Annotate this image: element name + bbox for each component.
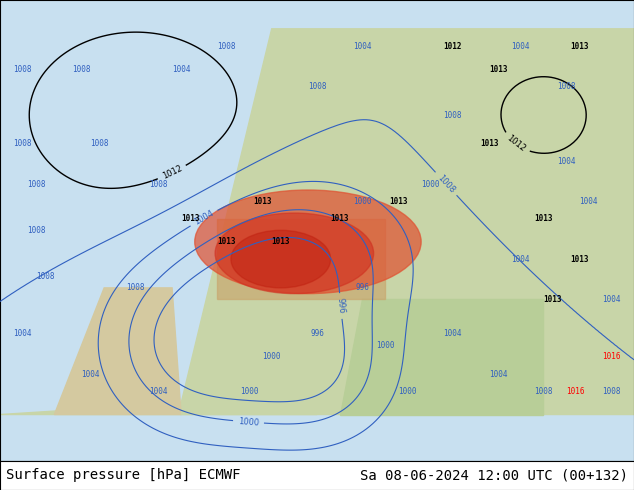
Text: 1008: 1008 <box>557 82 575 91</box>
Text: 996: 996 <box>310 329 324 339</box>
Ellipse shape <box>215 213 373 294</box>
Text: 1000: 1000 <box>398 387 417 396</box>
Text: 1004: 1004 <box>81 370 100 379</box>
Text: 996: 996 <box>335 298 346 315</box>
Text: 1004: 1004 <box>172 65 190 74</box>
Text: 1004: 1004 <box>512 255 530 264</box>
Text: 1013: 1013 <box>571 255 589 264</box>
Text: 1013: 1013 <box>389 197 408 206</box>
Text: 1004: 1004 <box>13 329 32 339</box>
Text: 1012: 1012 <box>444 42 462 50</box>
Text: 1008: 1008 <box>149 180 168 189</box>
Text: 1000: 1000 <box>262 352 281 362</box>
Polygon shape <box>217 219 385 299</box>
Text: 1008: 1008 <box>36 272 55 281</box>
Text: 1008: 1008 <box>13 140 32 148</box>
Ellipse shape <box>231 230 330 288</box>
Polygon shape <box>340 299 543 415</box>
Text: 1004: 1004 <box>557 157 575 166</box>
Text: 1008: 1008 <box>534 387 553 396</box>
Text: 1013: 1013 <box>543 295 562 304</box>
Text: 1013: 1013 <box>217 237 236 246</box>
Text: 1012: 1012 <box>505 134 527 154</box>
Text: 1013: 1013 <box>271 237 290 246</box>
Text: 1013: 1013 <box>571 42 589 50</box>
Text: 1016: 1016 <box>602 352 621 362</box>
Text: 1008: 1008 <box>27 180 46 189</box>
Text: 1013: 1013 <box>254 197 272 206</box>
Polygon shape <box>0 29 634 415</box>
Ellipse shape <box>195 190 421 294</box>
Text: 1013: 1013 <box>330 214 349 223</box>
Text: 1008: 1008 <box>602 387 621 396</box>
Text: 1004: 1004 <box>512 42 530 50</box>
Text: 1004: 1004 <box>193 209 216 227</box>
Polygon shape <box>55 288 181 415</box>
Text: 1008: 1008 <box>217 42 236 50</box>
Text: 1004: 1004 <box>489 370 507 379</box>
Text: 1004: 1004 <box>149 387 168 396</box>
Text: 1013: 1013 <box>181 214 200 223</box>
Text: 1008: 1008 <box>127 283 145 293</box>
Text: 1016: 1016 <box>566 387 585 396</box>
Text: 1000: 1000 <box>238 416 259 427</box>
Text: 1013: 1013 <box>534 214 553 223</box>
Text: Surface pressure [hPa] ECMWF: Surface pressure [hPa] ECMWF <box>6 468 241 482</box>
Text: 1008: 1008 <box>72 65 91 74</box>
Text: 1000: 1000 <box>240 387 258 396</box>
Text: 1008: 1008 <box>307 82 327 91</box>
Text: 996: 996 <box>355 283 369 293</box>
Text: 1008: 1008 <box>444 111 462 120</box>
Text: 1004: 1004 <box>353 42 372 50</box>
Text: 1012: 1012 <box>160 164 183 181</box>
Text: 1008: 1008 <box>91 140 109 148</box>
Text: 1004: 1004 <box>444 329 462 339</box>
Text: 1000: 1000 <box>376 341 394 350</box>
Text: 1000: 1000 <box>353 197 372 206</box>
Text: 1004: 1004 <box>602 295 621 304</box>
Text: 1008: 1008 <box>27 226 46 235</box>
Text: 1008: 1008 <box>436 173 456 195</box>
Polygon shape <box>181 299 317 415</box>
Text: 1013: 1013 <box>480 140 498 148</box>
Text: Sa 08-06-2024 12:00 UTC (00+132): Sa 08-06-2024 12:00 UTC (00+132) <box>359 468 628 482</box>
Text: 1000: 1000 <box>421 180 439 189</box>
Text: 1008: 1008 <box>13 65 32 74</box>
Text: 1004: 1004 <box>579 197 598 206</box>
Text: 1013: 1013 <box>489 65 507 74</box>
